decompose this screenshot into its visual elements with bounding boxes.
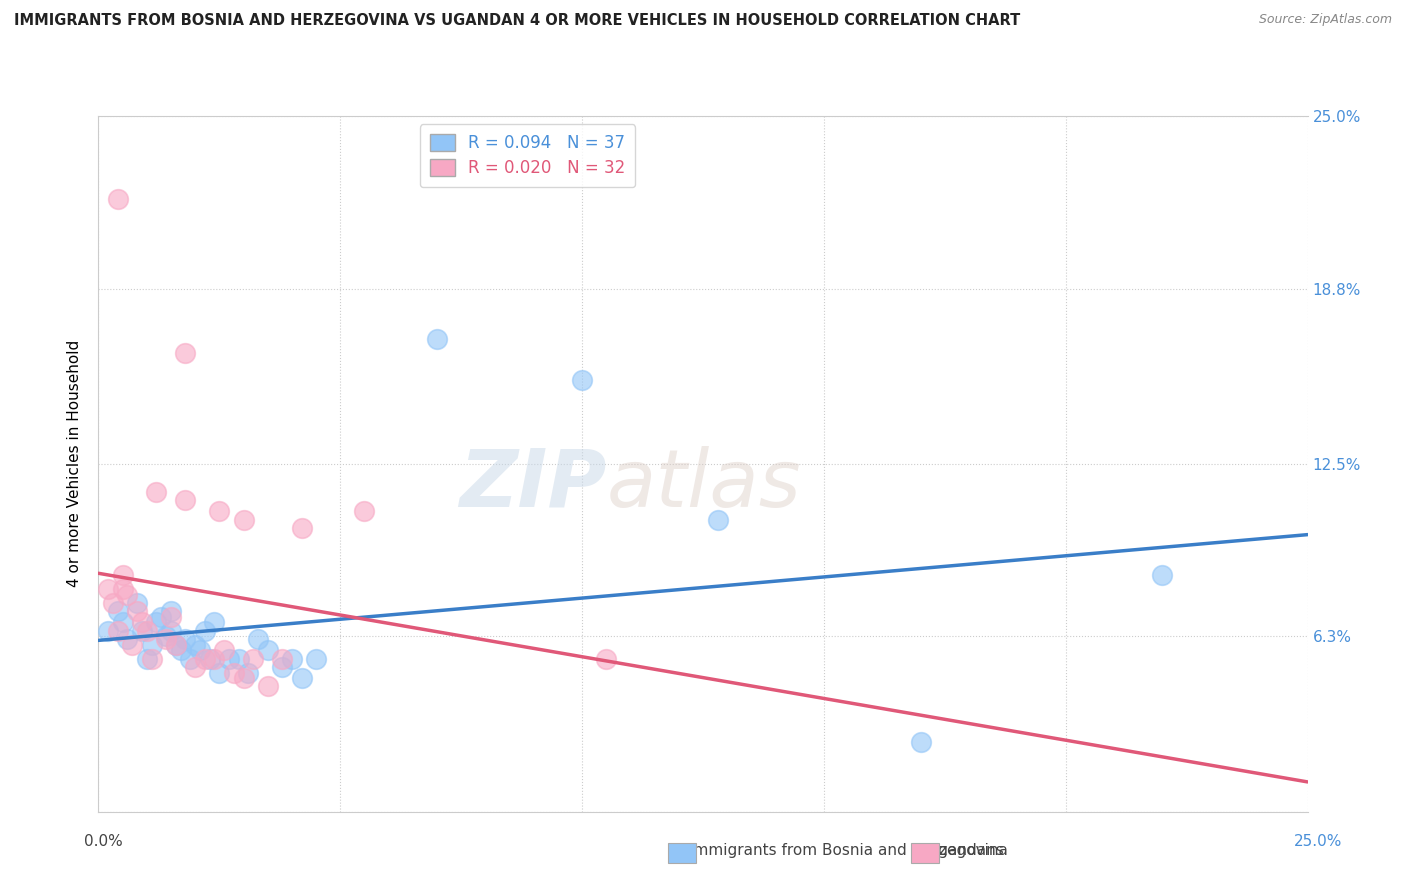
Text: 0.0%: 0.0% (84, 834, 124, 849)
Text: IMMIGRANTS FROM BOSNIA AND HERZEGOVINA VS UGANDAN 4 OR MORE VEHICLES IN HOUSEHOL: IMMIGRANTS FROM BOSNIA AND HERZEGOVINA V… (14, 13, 1021, 29)
Point (198, 651, 221, 665)
Point (127, 596, 149, 610)
Point (174, 493, 197, 508)
Point (179, 651, 201, 665)
Point (256, 680, 278, 694)
Text: Immigrants from Bosnia and Herzegovina: Immigrants from Bosnia and Herzegovina (689, 843, 1008, 858)
Text: Ugandans: Ugandans (928, 843, 1005, 858)
Point (184, 638, 207, 652)
Point (97, 624, 120, 638)
Point (204, 651, 226, 665)
Point (150, 610, 173, 624)
Text: ZIP: ZIP (458, 446, 606, 524)
Point (155, 632, 177, 647)
Point (305, 651, 328, 665)
Point (271, 651, 294, 665)
Point (135, 651, 157, 665)
Point (910, 735, 932, 749)
Point (208, 665, 231, 680)
Point (271, 660, 294, 674)
Point (212, 643, 235, 657)
Point (208, 504, 231, 518)
Point (194, 624, 217, 638)
Point (107, 604, 129, 618)
Point (135, 624, 157, 638)
Point (131, 615, 153, 630)
Point (145, 615, 167, 630)
Point (204, 615, 226, 630)
Point (232, 671, 254, 685)
Point (256, 643, 278, 657)
Point (160, 624, 183, 638)
Point (97, 582, 120, 596)
Legend: R = 0.094   N = 37, R = 0.020   N = 32: R = 0.094 N = 37, R = 0.020 N = 32 (420, 124, 636, 187)
Point (101, 596, 124, 610)
Point (706, 512, 728, 526)
Point (184, 660, 207, 674)
Point (281, 651, 304, 665)
Point (121, 638, 143, 652)
Point (160, 610, 183, 624)
Point (111, 568, 134, 582)
Point (117, 588, 139, 602)
Point (141, 638, 163, 652)
Text: atlas: atlas (606, 446, 801, 524)
Point (242, 651, 264, 665)
Point (127, 604, 149, 618)
Point (111, 582, 134, 596)
Point (155, 629, 177, 643)
Point (107, 624, 129, 638)
Point (595, 651, 617, 665)
Point (145, 484, 167, 499)
Y-axis label: 4 or more Vehicles in Household: 4 or more Vehicles in Household (67, 340, 83, 588)
Point (353, 504, 375, 518)
Point (222, 665, 245, 680)
Point (571, 373, 593, 387)
Point (111, 615, 134, 630)
Point (174, 345, 197, 359)
Point (131, 624, 153, 638)
Point (107, 193, 129, 207)
Point (218, 651, 240, 665)
Point (290, 671, 312, 685)
Point (247, 632, 270, 647)
Point (232, 512, 254, 526)
Point (238, 665, 260, 680)
Point (188, 643, 211, 657)
Point (169, 643, 191, 657)
Point (290, 521, 312, 535)
Point (174, 632, 197, 647)
Text: 25.0%: 25.0% (1295, 834, 1343, 849)
Point (1152, 568, 1174, 582)
Text: Source: ZipAtlas.com: Source: ZipAtlas.com (1258, 13, 1392, 27)
Point (228, 651, 250, 665)
Point (117, 632, 139, 647)
Point (141, 651, 163, 665)
Point (165, 638, 187, 652)
Point (160, 604, 183, 618)
Point (194, 651, 217, 665)
Point (165, 638, 187, 652)
Point (426, 332, 449, 346)
